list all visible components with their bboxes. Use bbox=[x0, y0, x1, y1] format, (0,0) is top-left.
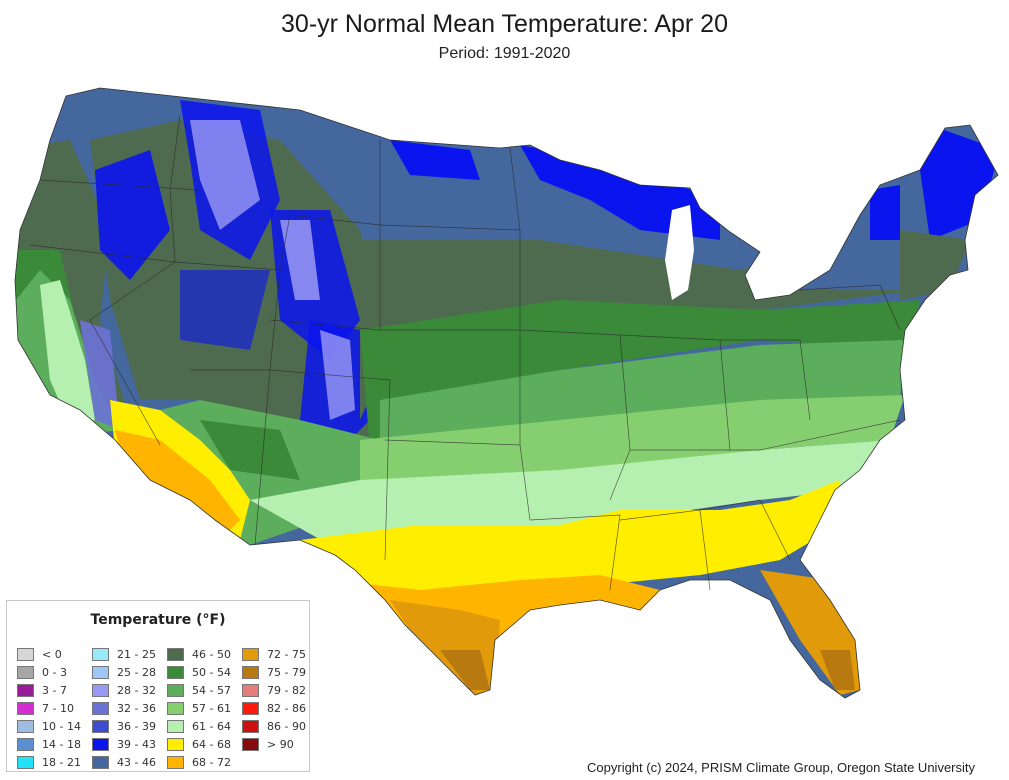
legend-swatch bbox=[167, 701, 184, 715]
legend-label: 64 - 68 bbox=[192, 737, 231, 751]
legend-label: 82 - 86 bbox=[267, 701, 306, 715]
legend-item: 86 - 90 bbox=[242, 717, 317, 735]
legend-label: 7 - 10 bbox=[42, 701, 74, 715]
legend-item: 54 - 57 bbox=[167, 681, 242, 699]
legend-item: 14 - 18 bbox=[17, 735, 92, 753]
legend-item: < 0 bbox=[17, 645, 92, 663]
temperature-map bbox=[14, 87, 999, 699]
legend-swatch bbox=[242, 683, 259, 697]
legend-item: 10 - 14 bbox=[17, 717, 92, 735]
legend-item: 36 - 39 bbox=[92, 717, 167, 735]
legend-swatch bbox=[167, 755, 184, 769]
legend-swatch bbox=[242, 701, 259, 715]
legend-swatch bbox=[242, 719, 259, 733]
legend-item: 43 - 46 bbox=[92, 753, 167, 771]
legend-label: 32 - 36 bbox=[117, 701, 156, 715]
legend-item: 57 - 61 bbox=[167, 699, 242, 717]
legend-swatch bbox=[17, 701, 34, 715]
legend-swatch bbox=[92, 701, 109, 715]
legend-label: 43 - 46 bbox=[117, 755, 156, 769]
legend-item: 61 - 64 bbox=[167, 717, 242, 735]
legend-label: 21 - 25 bbox=[117, 647, 156, 661]
legend-label: 54 - 57 bbox=[192, 683, 231, 697]
legend-label: 57 - 61 bbox=[192, 701, 231, 715]
legend-label: < 0 bbox=[42, 647, 62, 661]
temperature-legend: Temperature (°F) < 0 0 - 3 3 - 7 7 - 10 10 -… bbox=[6, 600, 310, 772]
legend-label: 18 - 21 bbox=[42, 755, 81, 769]
legend-item: 18 - 21 bbox=[17, 753, 92, 771]
legend-swatch bbox=[92, 719, 109, 733]
legend-swatch bbox=[167, 719, 184, 733]
legend-item: 7 - 10 bbox=[17, 699, 92, 717]
us-outline bbox=[14, 87, 999, 699]
legend-item: 0 - 3 bbox=[17, 663, 92, 681]
legend-swatch bbox=[17, 737, 34, 751]
map-subtitle: Period: 1991-2020 bbox=[438, 45, 571, 62]
legend-label: 86 - 90 bbox=[267, 719, 306, 733]
legend-label: 72 - 75 bbox=[267, 647, 306, 661]
map-title: 30-yr Normal Mean Temperature: Apr 20 bbox=[281, 10, 728, 38]
legend-item: 72 - 75 bbox=[242, 645, 317, 663]
legend-swatch bbox=[167, 737, 184, 751]
legend-title: Temperature (°F) bbox=[90, 612, 226, 628]
legend-swatch bbox=[242, 665, 259, 679]
legend-label: 61 - 64 bbox=[192, 719, 231, 733]
legend-swatch bbox=[167, 683, 184, 697]
legend-item: 82 - 86 bbox=[242, 699, 317, 717]
legend-swatch bbox=[92, 755, 109, 769]
legend-item: 25 - 28 bbox=[92, 663, 167, 681]
legend-swatch bbox=[17, 647, 34, 661]
legend-item: 68 - 72 bbox=[167, 753, 242, 771]
legend-label: > 90 bbox=[267, 737, 294, 751]
legend-label: 3 - 7 bbox=[42, 683, 67, 697]
legend-item: 64 - 68 bbox=[167, 735, 242, 753]
legend-label: 75 - 79 bbox=[267, 665, 306, 679]
legend-swatch bbox=[242, 647, 259, 661]
legend-label: 10 - 14 bbox=[42, 719, 81, 733]
legend-item: 75 - 79 bbox=[242, 663, 317, 681]
legend-swatch bbox=[242, 737, 259, 751]
copyright-text: Copyright (c) 2024, PRISM Climate Group,… bbox=[587, 760, 975, 775]
legend-swatch bbox=[17, 683, 34, 697]
legend-label: 0 - 3 bbox=[42, 665, 67, 679]
legend-item: 50 - 54 bbox=[167, 663, 242, 681]
legend-item: 46 - 50 bbox=[167, 645, 242, 663]
legend-swatch bbox=[17, 755, 34, 769]
legend-swatch bbox=[92, 665, 109, 679]
legend-label: 79 - 82 bbox=[267, 683, 306, 697]
legend-item: 32 - 36 bbox=[92, 699, 167, 717]
legend-swatch bbox=[167, 665, 184, 679]
legend-label: 50 - 54 bbox=[192, 665, 231, 679]
lake-michigan bbox=[665, 205, 694, 300]
legend-swatch bbox=[92, 737, 109, 751]
legend-item: 3 - 7 bbox=[17, 681, 92, 699]
legend-label: 14 - 18 bbox=[42, 737, 81, 751]
legend-grid: < 0 0 - 3 3 - 7 7 - 10 10 - 14 14 - 18 18 - 21… bbox=[17, 645, 317, 771]
legend-label: 39 - 43 bbox=[117, 737, 156, 751]
legend-label: 28 - 32 bbox=[117, 683, 156, 697]
legend-label: 25 - 28 bbox=[117, 665, 156, 679]
legend-swatch bbox=[92, 647, 109, 661]
legend-label: 36 - 39 bbox=[117, 719, 156, 733]
legend-swatch bbox=[167, 647, 184, 661]
state-borders bbox=[29, 114, 901, 591]
legend-swatch bbox=[17, 665, 34, 679]
legend-item: 79 - 82 bbox=[242, 681, 317, 699]
legend-swatch bbox=[17, 719, 34, 733]
legend-item: 21 - 25 bbox=[92, 645, 167, 663]
legend-item: 39 - 43 bbox=[92, 735, 167, 753]
legend-label: 68 - 72 bbox=[192, 755, 231, 769]
legend-swatch bbox=[92, 683, 109, 697]
legend-label: 46 - 50 bbox=[192, 647, 231, 661]
legend-item: 28 - 32 bbox=[92, 681, 167, 699]
legend-item: > 90 bbox=[242, 735, 317, 753]
